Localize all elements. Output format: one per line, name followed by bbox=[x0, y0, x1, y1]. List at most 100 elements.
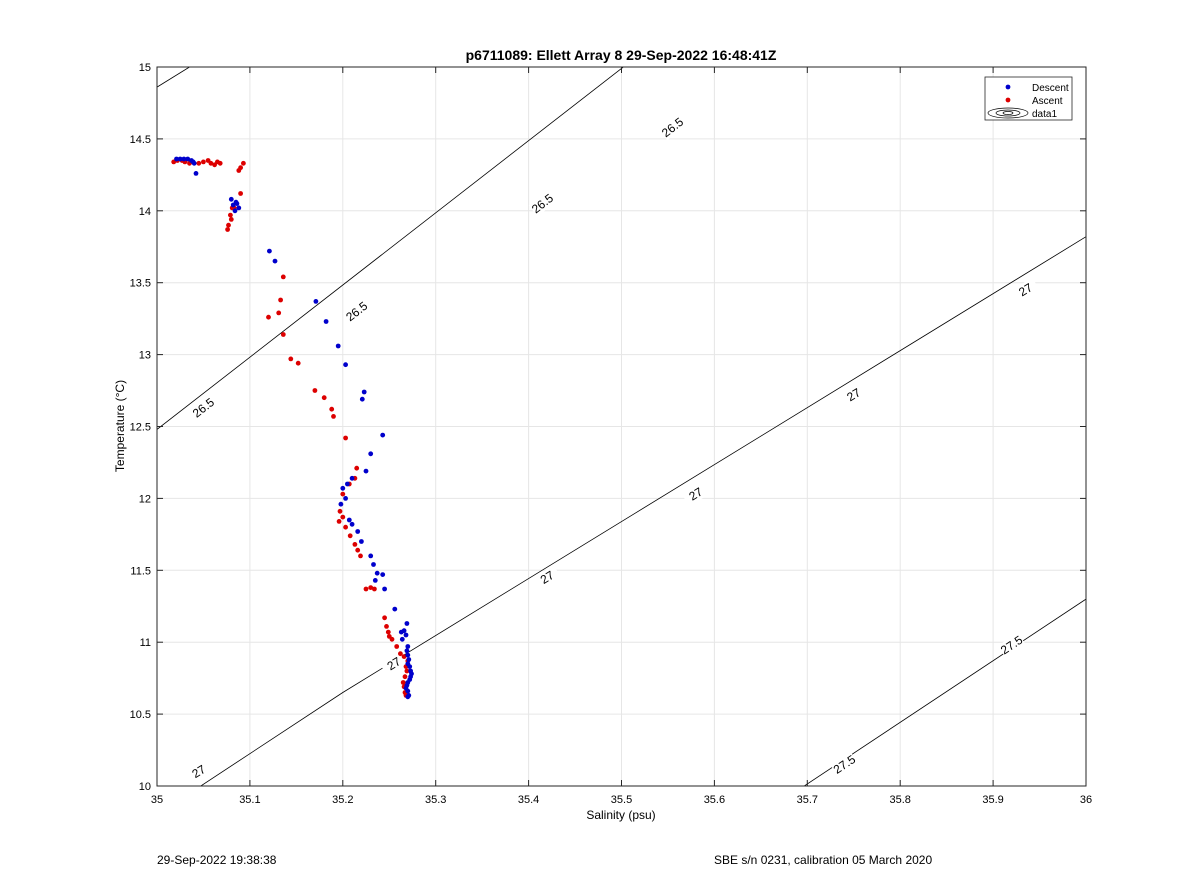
data-point-descent bbox=[405, 694, 411, 700]
contour-label: 27.5 bbox=[998, 633, 1025, 658]
data-point-descent bbox=[371, 562, 376, 567]
data-point-descent bbox=[185, 156, 191, 162]
contour-label-bg bbox=[658, 114, 687, 141]
data-point-descent bbox=[404, 648, 410, 654]
contour-label-bg bbox=[997, 632, 1026, 658]
data-point-ascent bbox=[336, 519, 342, 524]
data-point-descent bbox=[399, 636, 405, 642]
data-point-ascent bbox=[238, 165, 244, 171]
y-tick-label: 14 bbox=[139, 206, 151, 218]
data-point-ascent bbox=[278, 297, 283, 303]
data-point-ascent bbox=[238, 191, 244, 196]
data-point-ascent bbox=[225, 227, 231, 232]
legend-marker-descent bbox=[1005, 84, 1011, 90]
data-point-descent bbox=[349, 475, 355, 481]
contour-line-27 bbox=[200, 236, 1086, 786]
data-point-ascent bbox=[384, 624, 389, 629]
data-point-ascent bbox=[331, 414, 336, 419]
data-point-descent bbox=[343, 362, 348, 368]
legend-marker-ascent bbox=[1005, 97, 1011, 103]
data-point-ascent bbox=[280, 332, 286, 337]
data-point-descent bbox=[181, 156, 187, 162]
y-axis-label: Temperature (°C) bbox=[113, 380, 127, 472]
data-point-descent bbox=[405, 644, 411, 649]
data-point-descent bbox=[349, 521, 355, 527]
data-point-ascent bbox=[276, 310, 282, 316]
data-point-descent bbox=[346, 517, 352, 523]
data-point-descent bbox=[338, 501, 344, 507]
data-point-ascent bbox=[280, 274, 286, 280]
x-axis-label: Salinity (psu) bbox=[586, 808, 655, 822]
data-point-ascent bbox=[368, 585, 374, 590]
contour-label-bg bbox=[189, 394, 218, 421]
data-point-ascent bbox=[266, 314, 271, 320]
data-point-descent bbox=[405, 652, 411, 658]
data-point-ascent bbox=[401, 654, 407, 659]
contour-label-bg bbox=[839, 382, 868, 408]
y-tick-label: 13.5 bbox=[130, 278, 151, 290]
data-point-descent bbox=[368, 451, 374, 457]
data-point-ascent bbox=[402, 674, 408, 680]
data-point-ascent bbox=[404, 668, 410, 674]
contour-label: 26.5 bbox=[343, 299, 370, 325]
y-tick-label: 12 bbox=[139, 493, 151, 505]
x-tick-label: 36 bbox=[1080, 794, 1092, 806]
data-point-descent bbox=[405, 688, 411, 694]
data-point-ascent bbox=[394, 644, 400, 649]
x-tick-label: 35.2 bbox=[332, 794, 353, 806]
legend-label-ascent: Ascent bbox=[1032, 96, 1063, 107]
contour-label: 26.5 bbox=[659, 115, 686, 141]
data-point-descent bbox=[355, 529, 361, 534]
x-tick-label: 35.4 bbox=[518, 794, 539, 806]
data-point-descent bbox=[359, 396, 365, 402]
y-tick-label: 15 bbox=[139, 62, 151, 74]
data-point-descent bbox=[380, 572, 386, 577]
data-point-descent bbox=[233, 199, 239, 205]
data-point-ascent bbox=[295, 360, 301, 366]
data-point-ascent bbox=[372, 586, 377, 592]
data-point-descent bbox=[335, 343, 341, 349]
data-point-descent bbox=[236, 205, 242, 211]
x-tick-label: 35 bbox=[151, 794, 163, 806]
data-point-descent bbox=[232, 208, 238, 214]
data-point-descent bbox=[323, 319, 329, 324]
y-tick-label: 12.5 bbox=[130, 422, 151, 434]
data-point-ascent bbox=[389, 636, 395, 642]
legend: Descent Ascent data1 bbox=[984, 76, 1073, 121]
legend-label-data1: data1 bbox=[1032, 109, 1057, 120]
data-point-descent bbox=[177, 156, 183, 162]
y-tick-label: 10.5 bbox=[130, 709, 151, 721]
data-point-descent bbox=[372, 578, 378, 583]
data-point-descent bbox=[191, 160, 197, 166]
data-point-descent bbox=[407, 664, 413, 669]
contour-label-bg bbox=[830, 751, 859, 777]
contour-label: 26.5 bbox=[190, 395, 217, 421]
y-tick-label: 11 bbox=[140, 637, 151, 649]
data-point-ascent bbox=[343, 524, 348, 530]
contour-label: 26.5 bbox=[529, 191, 556, 217]
legend-contour-icon bbox=[987, 107, 1029, 119]
data-point-descent bbox=[313, 299, 319, 304]
x-tick-label: 35.3 bbox=[425, 794, 446, 806]
data-point-descent bbox=[359, 539, 364, 544]
data-point-ascent bbox=[343, 435, 348, 441]
data-point-ascent bbox=[241, 160, 246, 166]
contour-label-bg bbox=[533, 565, 562, 590]
data-point-ascent bbox=[208, 160, 214, 166]
data-point-ascent bbox=[337, 508, 343, 514]
data-point-ascent bbox=[329, 406, 335, 412]
data-point-ascent bbox=[196, 160, 202, 166]
data-point-descent bbox=[174, 156, 179, 162]
legend-label-descent: Descent bbox=[1032, 83, 1069, 94]
data-point-descent bbox=[193, 171, 199, 176]
x-tick-label: 35.8 bbox=[889, 794, 910, 806]
data-point-ascent bbox=[352, 542, 358, 547]
data-point-ascent bbox=[288, 356, 294, 362]
data-point-descent bbox=[368, 553, 374, 559]
footer-calibration: SBE s/n 0231, calibration 05 March 2020 bbox=[714, 853, 933, 867]
data-point-ascent bbox=[312, 388, 318, 393]
contour-line-27-5 bbox=[803, 598, 1086, 786]
data-point-ascent bbox=[201, 159, 206, 165]
